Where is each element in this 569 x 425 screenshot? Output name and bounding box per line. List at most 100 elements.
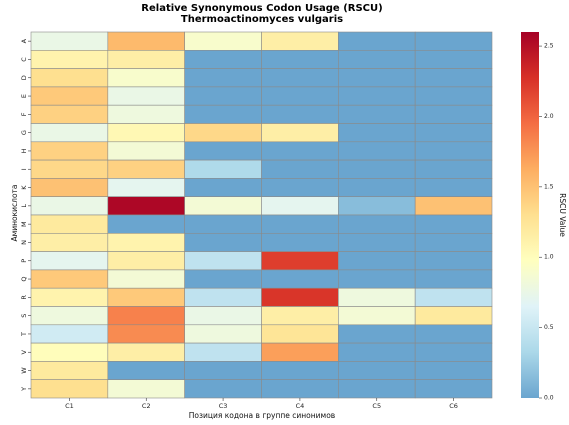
- heatmap-cell-E-C1: [30, 86, 109, 106]
- heatmap-cell-C-C5: [338, 49, 416, 69]
- y-tick-label: W: [20, 367, 28, 374]
- heatmap-cell-C-C4: [261, 49, 339, 69]
- y-tick-label: T: [20, 332, 28, 337]
- heatmap-cell-I-C5: [338, 159, 416, 179]
- heatmap-cell-I-C2: [107, 159, 185, 179]
- x-tick-label: C6: [449, 402, 458, 410]
- x-axis-label: Позиция кодона в группе синонимов: [189, 411, 335, 420]
- heatmap-cell-G-C6: [414, 123, 493, 143]
- heatmap-cell-L-C5: [338, 196, 416, 216]
- heatmap-cell-M-C6: [414, 214, 493, 234]
- heatmap-cell-S-C1: [30, 306, 109, 326]
- heatmap-cell-G-C5: [338, 123, 416, 143]
- colorbar-label: RSCU Value: [558, 193, 567, 237]
- y-tick-label: N: [20, 240, 28, 245]
- colorbar-ticks: 0.0 0.5 1.0 1.5 2.0 2.5: [539, 43, 554, 402]
- x-tick-label: C2: [142, 402, 151, 410]
- heatmap-cell-V-C6: [414, 342, 493, 362]
- heatmap-cell-K-C5: [338, 178, 416, 197]
- colorbar-tick-label: 0.0: [544, 395, 554, 402]
- colorbar-tick-label: 1.5: [544, 183, 554, 190]
- heatmap-cell-L-C2: [107, 196, 185, 216]
- heatmap-cell-K-C2: [107, 178, 185, 197]
- heatmap-cell-H-C4: [261, 141, 339, 161]
- y-tick-label: L: [20, 204, 28, 208]
- heatmap-cell-H-C6: [414, 141, 493, 161]
- heatmap-cell-D-C6: [414, 68, 493, 88]
- heatmap-cell-Q-C1: [30, 269, 109, 289]
- heatmap-cell-A-C6: [414, 31, 493, 51]
- heatmap-cell-L-C4: [261, 196, 339, 216]
- heatmap-cell-Y-C3: [184, 379, 262, 399]
- heatmap-cell-D-C4: [261, 68, 339, 88]
- heatmap-cell-F-C2: [107, 104, 185, 124]
- heatmap-cell-D-C1: [30, 68, 109, 88]
- heatmap-cell-Y-C4: [261, 379, 339, 399]
- heatmap-cell-M-C5: [338, 214, 416, 234]
- heatmap-cell-V-C3: [184, 342, 262, 362]
- heatmap-cell-K-C3: [184, 178, 262, 197]
- x-tick-label: C5: [372, 402, 381, 410]
- heatmap-cell-F-C6: [414, 104, 493, 124]
- y-tick-label: S: [20, 314, 28, 318]
- heatmap-cell-E-C3: [184, 86, 262, 106]
- colorbar-tick-label: 2.5: [544, 43, 554, 50]
- heatmap-cell-K-C4: [261, 178, 339, 197]
- y-tick-label: A: [20, 38, 28, 43]
- heatmap-cell-W-C3: [184, 361, 262, 380]
- heatmap-cell-N-C3: [184, 233, 262, 252]
- y-tick-label: Q: [20, 276, 28, 281]
- heatmap-cell-V-C4: [261, 342, 339, 362]
- heatmap-cell-W-C6: [414, 361, 493, 380]
- y-tick-label: E: [20, 94, 28, 98]
- heatmap-cell-T-C2: [107, 324, 185, 344]
- chart-subtitle: Thermoactinomyces vulgaris: [181, 14, 343, 25]
- heatmap-cell-S-C6: [414, 306, 493, 326]
- x-tick-label: C3: [219, 402, 228, 410]
- y-tick-label: Y: [20, 387, 28, 392]
- heatmap-cell-Q-C4: [261, 269, 339, 289]
- x-tick-label: C4: [296, 402, 305, 410]
- y-tick-label: V: [20, 349, 28, 354]
- colorbar-tick-label: 2.0: [544, 113, 554, 120]
- heatmap-cell-D-C3: [184, 68, 262, 88]
- heatmap-cell-M-C2: [107, 214, 185, 234]
- colorbar-tick-label: 1.0: [544, 254, 554, 261]
- heatmap-cell-E-C2: [107, 86, 185, 106]
- heatmap-cell-P-C3: [184, 251, 262, 271]
- heatmap-cell-M-C3: [184, 214, 262, 234]
- x-tick-labels: C1 C2 C3 C4 C5 C6: [65, 398, 458, 410]
- heatmap-cell-C-C6: [414, 49, 493, 69]
- heatmap-cell-P-C2: [107, 251, 185, 271]
- heatmap-cell-F-C3: [184, 104, 262, 124]
- heatmap-cell-W-C1: [30, 361, 109, 380]
- heatmap-cell-D-C5: [338, 68, 416, 88]
- heatmap-cell-T-C1: [30, 324, 109, 344]
- y-tick-label: C: [20, 57, 28, 62]
- heatmap-cell-C-C1: [30, 49, 109, 69]
- heatmap-cell-Y-C1: [30, 379, 109, 399]
- y-tick-label: D: [20, 75, 28, 80]
- y-axis-label: Аминокислота: [10, 184, 19, 241]
- chart-title: Relative Synonymous Codon Usage (RSCU): [141, 3, 382, 14]
- y-tick-label: G: [20, 130, 28, 135]
- y-tick-label: M: [20, 221, 28, 227]
- heatmap-cell-A-C3: [184, 31, 262, 51]
- heatmap-cell-N-C5: [338, 233, 416, 252]
- heatmap-cells: [30, 31, 493, 399]
- heatmap-cell-I-C1: [30, 159, 109, 179]
- heatmap-cell-L-C3: [184, 196, 262, 216]
- colorbar: [521, 32, 539, 398]
- heatmap-cell-W-C5: [338, 361, 416, 380]
- heatmap-cell-V-C1: [30, 342, 109, 362]
- heatmap-cell-P-C6: [414, 251, 493, 271]
- y-tick-label: I: [20, 168, 28, 170]
- heatmap-cell-G-C3: [184, 123, 262, 143]
- heatmap-cell-T-C3: [184, 324, 262, 344]
- heatmap-cell-Y-C5: [338, 379, 416, 399]
- heatmap-cell-N-C4: [261, 233, 339, 252]
- heatmap-cell-S-C5: [338, 306, 416, 326]
- heatmap-cell-W-C4: [261, 361, 339, 380]
- heatmap-cell-S-C4: [261, 306, 339, 326]
